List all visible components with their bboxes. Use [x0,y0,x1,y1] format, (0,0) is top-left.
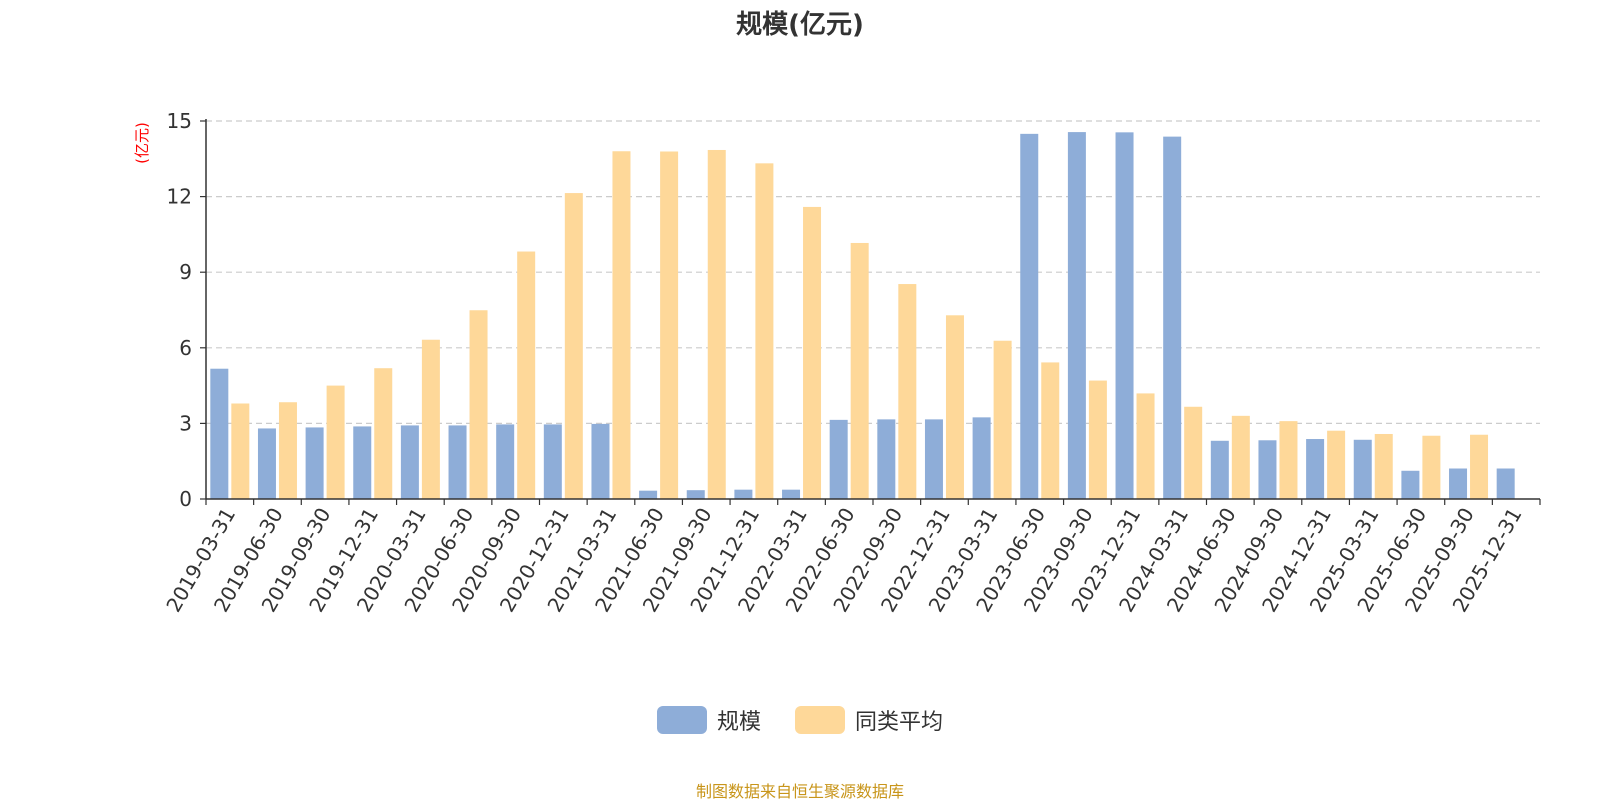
bar-scale[interactable] [1020,133,1039,500]
legend-swatch-peer-average [795,706,845,734]
bar-scale[interactable] [877,419,896,499]
bar-peer-average[interactable] [1136,393,1155,499]
bar-scale[interactable] [257,428,276,499]
bar-peer-average[interactable] [278,402,297,499]
bar-peer-average[interactable] [1088,380,1107,499]
bar-scale[interactable] [400,425,419,499]
bar-peer-average[interactable] [1327,430,1346,499]
bar-peer-average[interactable] [850,242,869,499]
source-note: 制图数据来自恒生聚源数据库 [695,782,904,801]
bar-scale[interactable] [1449,468,1468,499]
y-tick-label: 6 [179,336,192,360]
bar-peer-average[interactable] [1041,362,1060,499]
y-tick-label: 12 [167,185,192,209]
bar-peer-average[interactable] [755,163,774,499]
bar-peer-average[interactable] [1231,415,1250,499]
bar-peer-average[interactable] [612,151,631,500]
y-tick-label: 15 [167,109,192,133]
bar-scale[interactable] [210,368,229,499]
legend-label-peer-average: 同类平均 [855,710,944,735]
bar-scale[interactable] [972,417,991,499]
bar-scale[interactable] [639,490,658,499]
bar-scale[interactable] [591,423,610,499]
bar-peer-average[interactable] [1374,433,1393,499]
y-tick-label: 9 [179,260,192,284]
bar-scale[interactable] [1067,132,1086,499]
bar-scale[interactable] [686,490,705,499]
bar-scale[interactable] [353,426,372,499]
chart-title: 规模(亿元) [736,10,864,40]
bar-peer-average[interactable] [517,251,536,499]
bar-peer-average[interactable] [469,310,488,499]
bar-peer-average[interactable] [1422,435,1441,499]
bar-peer-average[interactable] [421,339,440,499]
y-tick-label: 0 [179,487,192,511]
axes: 036912152019-03-312019-06-302019-09-3020… [161,109,1541,616]
bar-peer-average[interactable] [898,284,917,499]
bar-peer-average[interactable] [945,315,964,499]
bar-scale[interactable] [924,419,943,499]
bar-scale[interactable] [1115,132,1134,499]
bar-scale[interactable] [543,424,562,499]
bar-scale[interactable] [305,427,324,499]
bar-scale[interactable] [1210,440,1229,499]
bar-peer-average[interactable] [374,368,393,499]
bar-peer-average[interactable] [1184,406,1203,499]
bar-peer-average[interactable] [564,193,583,499]
bar-scale[interactable] [496,424,515,499]
bars [210,132,1515,500]
bar-peer-average[interactable] [707,149,726,500]
bar-scale[interactable] [782,489,801,499]
bar-scale[interactable] [1496,468,1515,499]
y-axis-label: (亿元) [133,122,151,164]
bar-scale[interactable] [1401,470,1420,499]
legend-item-scale[interactable]: 规模 [656,704,761,736]
bar-scale[interactable] [1163,136,1182,499]
y-tick-label: 3 [179,411,192,435]
bar-peer-average[interactable] [660,151,679,499]
gridlines [206,120,1540,424]
bar-peer-average[interactable] [231,403,250,499]
bar-scale[interactable] [1306,439,1325,499]
bar-scale[interactable] [1258,440,1277,499]
legend-item-peer-average[interactable]: 同类平均 [795,704,943,736]
bar-scale[interactable] [448,425,467,499]
legend: 规模 同类平均 [0,704,1600,736]
bar-peer-average[interactable] [326,385,345,499]
bar-scale[interactable] [829,419,848,499]
legend-swatch-scale [656,706,707,734]
bar-scale[interactable] [734,489,753,499]
legend-label-scale: 规模 [716,710,761,735]
bar-peer-average[interactable] [993,340,1012,499]
bar-peer-average[interactable] [803,206,822,499]
bar-scale[interactable] [1353,439,1372,499]
bar-peer-average[interactable] [1470,434,1489,499]
bar-peer-average[interactable] [1279,421,1298,499]
